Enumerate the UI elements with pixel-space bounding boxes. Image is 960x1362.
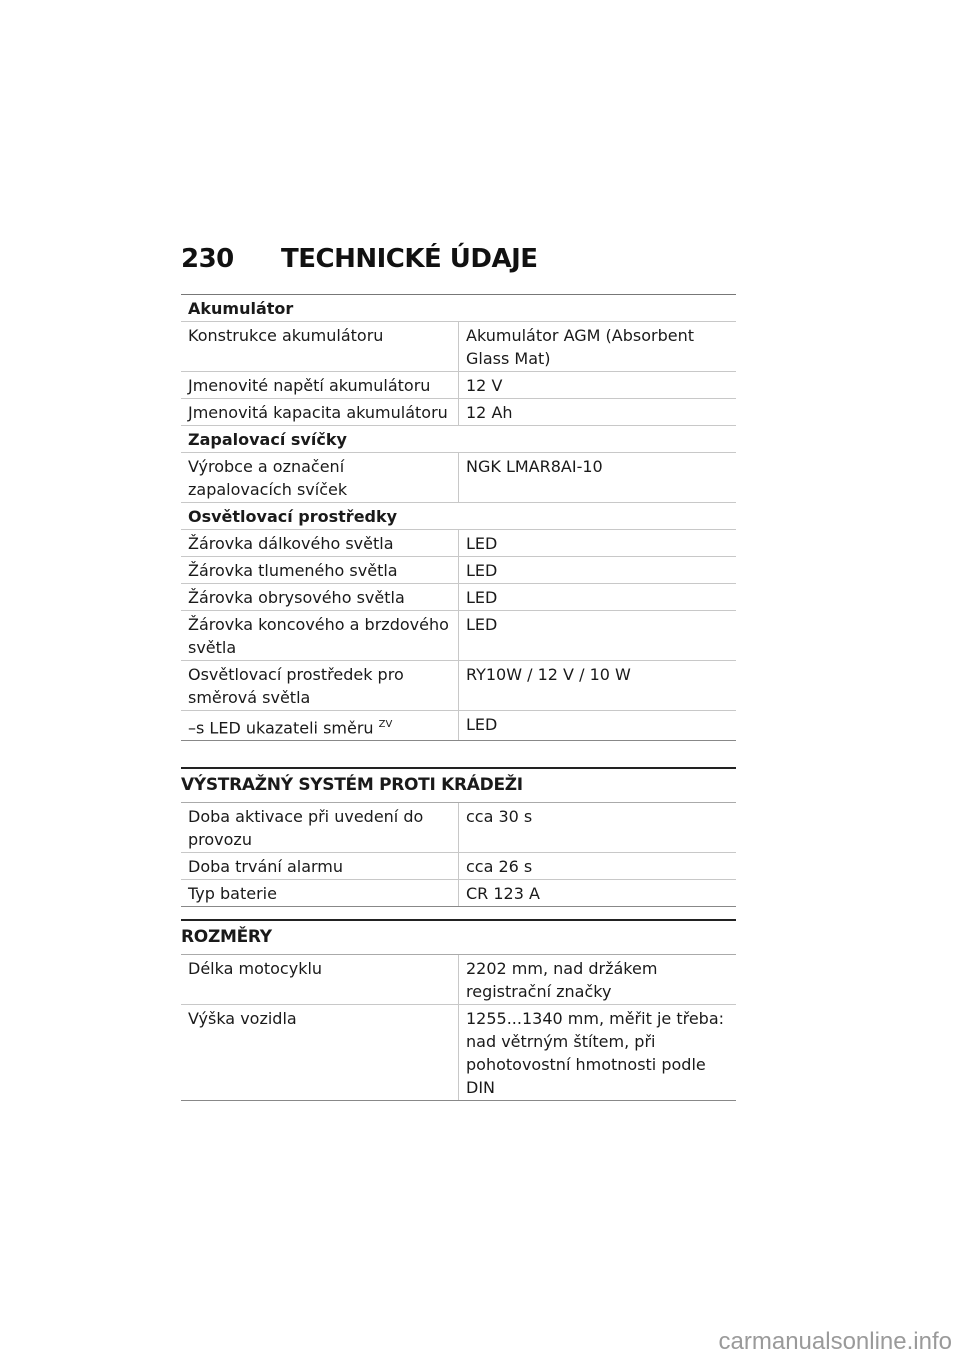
table-row: Výrobce a označení zapalovacích svíček NG… bbox=[181, 452, 736, 503]
spec-label-cell: Žárovka tlumeného světla bbox=[181, 556, 459, 584]
spec-value: LED bbox=[458, 710, 736, 742]
spec-label: Výška vozidla bbox=[188, 1009, 297, 1028]
spec-value: CR 123 A bbox=[458, 879, 736, 907]
spec-label: Výrobce a označení zapalovacích svíček bbox=[188, 457, 348, 499]
spec-label-cell: Délka motocyklu bbox=[181, 955, 459, 1005]
spec-label-cell: Osvětlovací prostředek pro směrová světl… bbox=[181, 660, 459, 711]
page-title: TECHNICKÉ ÚDAJE bbox=[281, 244, 538, 274]
table-row: Žárovka koncového a brzdového světla LED bbox=[181, 610, 736, 661]
spec-value: cca 30 s bbox=[458, 803, 736, 853]
spec-label: Žárovka koncového a brzdového světla bbox=[188, 615, 449, 657]
group-heading: Akumulátor bbox=[181, 294, 736, 322]
table-row: Typ baterie CR 123 A bbox=[181, 879, 736, 907]
table-row: Jmenovitá kapacita akumulátoru 12 Ah bbox=[181, 398, 736, 426]
spec-label-cell: Výška vozidla bbox=[181, 1004, 459, 1101]
spec-label-cell: Doba aktivace při uvedení do provozu bbox=[181, 803, 459, 853]
spec-table: Akumulátor Konstrukce akumulátoru Akumulát… bbox=[181, 294, 736, 742]
spec-value: Akumulátor AGM (Absorbent Glass Mat) bbox=[458, 321, 736, 372]
group-heading-row: Zapalovací svíčky bbox=[181, 425, 736, 453]
spec-value: NGK LMAR8AI-10 bbox=[458, 452, 736, 503]
spec-value: 12 Ah bbox=[458, 398, 736, 426]
spec-value: LED bbox=[458, 529, 736, 557]
spec-label-cell: Jmenovitá kapacita akumulátoru bbox=[181, 398, 459, 426]
page-header: 230 TECHNICKÉ ÚDAJE bbox=[181, 244, 538, 274]
spec-label-cell: Žárovka dálkového světla bbox=[181, 529, 459, 557]
table-row: Doba aktivace při uvedení do provozu cca … bbox=[181, 803, 736, 853]
spec-value: RY10W / 12 V / 10 W bbox=[458, 660, 736, 711]
spec-label-cell: Výrobce a označení zapalovacích svíček bbox=[181, 452, 459, 503]
watermark: carmanualsonline.info bbox=[718, 1328, 952, 1355]
spec-label-cell: Typ baterie bbox=[181, 879, 459, 907]
spec-label: Typ baterie bbox=[188, 884, 277, 903]
spec-label-cell: Žárovka obrysového světla bbox=[181, 583, 459, 611]
footnote-marker: ZV bbox=[378, 719, 393, 730]
table-row: Délka motocyklu 2202 mm, nad držákem regi… bbox=[181, 955, 736, 1005]
spec-label: Žárovka tlumeného světla bbox=[188, 561, 398, 580]
table-row: Výška vozidla 1255...1340 mm, měřit je tř… bbox=[181, 1004, 736, 1101]
spec-label: Jmenovité napětí akumulátoru bbox=[188, 376, 431, 395]
battery-lighting-table: Akumulátor Konstrukce akumulátoru Akumulát… bbox=[181, 294, 736, 742]
table-row: Jmenovité napětí akumulátoru 12 V bbox=[181, 371, 736, 399]
section-heading: ROZMĚRY bbox=[181, 919, 736, 955]
table-row: Doba trvání alarmu cca 26 s bbox=[181, 852, 736, 880]
spec-label: Žárovka dálkového světla bbox=[188, 534, 394, 553]
spec-value: LED bbox=[458, 556, 736, 584]
spec-label: Doba trvání alarmu bbox=[188, 857, 344, 876]
group-heading-row: Osvětlovací prostředky bbox=[181, 502, 736, 530]
spec-table: Doba aktivace při uvedení do provozu cca … bbox=[181, 803, 736, 907]
spec-table: Délka motocyklu 2202 mm, nad držákem regi… bbox=[181, 955, 736, 1101]
spec-label: Konstrukce akumulátoru bbox=[188, 326, 384, 345]
spec-label-cell: Žárovka koncového a brzdového světla bbox=[181, 610, 459, 661]
spec-label: Žárovka obrysového světla bbox=[188, 588, 405, 607]
table-row: –s LED ukazateli směru ZV LED bbox=[181, 710, 736, 742]
spec-label-cell: –s LED ukazateli směru ZV bbox=[181, 710, 459, 742]
spec-label-cell: Jmenovité napětí akumulátoru bbox=[181, 371, 459, 399]
table-row: Osvětlovací prostředek pro směrová světl… bbox=[181, 660, 736, 711]
spec-value: 1255...1340 mm, měřit je třeba: nad větr… bbox=[458, 1004, 736, 1101]
spec-label: Jmenovitá kapacita akumulátoru bbox=[188, 403, 448, 422]
table-row: Konstrukce akumulátoru Akumulátor AGM (Ab… bbox=[181, 321, 736, 372]
table-row: Žárovka tlumeného světla LED bbox=[181, 556, 736, 584]
spec-label: Délka motocyklu bbox=[188, 959, 323, 978]
spec-label: Doba aktivace při uvedení do provozu bbox=[188, 807, 424, 849]
table-row: Žárovka dálkového světla LED bbox=[181, 529, 736, 557]
page-number: 230 bbox=[181, 244, 234, 274]
group-heading: Osvětlovací prostředky bbox=[181, 502, 736, 530]
spec-value: cca 26 s bbox=[458, 852, 736, 880]
table-row: Žárovka obrysového světla LED bbox=[181, 583, 736, 611]
spec-value: 2202 mm, nad držákem registrační značky bbox=[458, 955, 736, 1005]
spec-label-cell: Doba trvání alarmu bbox=[181, 852, 459, 880]
spec-label: Osvětlovací prostředek pro směrová světl… bbox=[188, 665, 404, 707]
spec-value: 12 V bbox=[458, 371, 736, 399]
anti-theft-section: VÝSTRAŽNÝ SYSTÉM PROTI KRÁDEŽI Doba aktiv… bbox=[181, 767, 736, 907]
section-heading: VÝSTRAŽNÝ SYSTÉM PROTI KRÁDEŽI bbox=[181, 767, 736, 803]
dimensions-section: ROZMĚRY Délka motocyklu 2202 mm, nad držák… bbox=[181, 919, 736, 1101]
spec-label: –s LED ukazateli směru bbox=[188, 718, 374, 738]
group-heading: Zapalovací svíčky bbox=[181, 425, 736, 453]
spec-value: LED bbox=[458, 610, 736, 661]
spec-label-cell: Konstrukce akumulátoru bbox=[181, 321, 459, 372]
spec-value: LED bbox=[458, 583, 736, 611]
group-heading-row: Akumulátor bbox=[181, 294, 736, 322]
